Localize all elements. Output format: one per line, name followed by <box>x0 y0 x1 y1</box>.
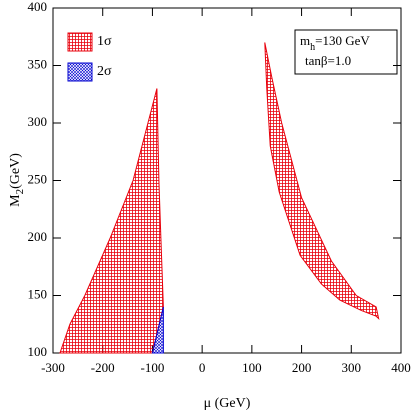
x-tick-label: 100 <box>242 360 262 375</box>
x-tick-label: -200 <box>91 360 115 375</box>
y-tick-label: 250 <box>28 171 48 186</box>
x-tick-label: -300 <box>41 360 65 375</box>
legend-swatch <box>67 62 93 82</box>
x-tick-label: -100 <box>141 360 165 375</box>
y-tick-label: 200 <box>28 229 48 244</box>
x-axis-label: μ (GeV) <box>204 396 251 411</box>
y-tick-label: 350 <box>28 56 48 71</box>
annotation: mh=130 GeV <box>300 33 370 53</box>
legend-swatch <box>67 32 93 52</box>
x-tick-label: 0 <box>199 360 206 375</box>
legend-label: 2σ <box>97 64 112 79</box>
y-axis-label: M2(GeV) <box>8 153 25 207</box>
annotation: tanβ=1.0 <box>305 53 351 68</box>
annotation-box <box>294 29 398 75</box>
x-tick-label: 200 <box>292 360 312 375</box>
x-tick-label: 400 <box>391 360 411 375</box>
y-tick-label: 300 <box>28 114 48 129</box>
y-tick-label: 400 <box>28 0 48 14</box>
region <box>151 306 164 354</box>
x-tick-label: 300 <box>342 360 362 375</box>
y-tick-label: 150 <box>28 286 48 301</box>
region <box>59 42 380 354</box>
legend-label: 1σ <box>97 34 112 49</box>
y-tick-label: 100 <box>28 344 48 359</box>
